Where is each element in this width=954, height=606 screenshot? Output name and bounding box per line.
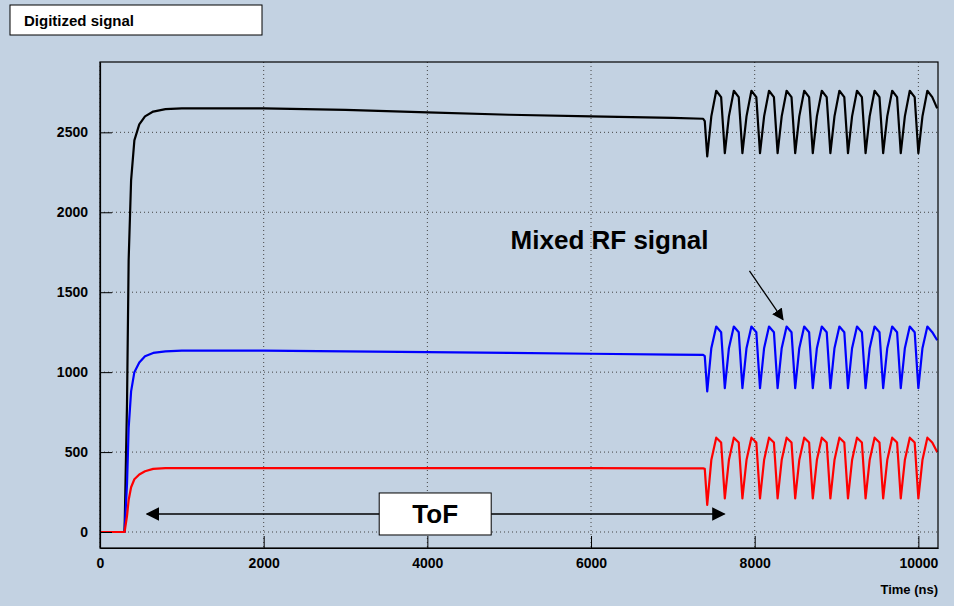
x-grid-line (263, 62, 264, 548)
y-tick-mark (100, 372, 112, 373)
y-tick: 1000 (57, 364, 112, 380)
x-tick-label: 2000 (249, 555, 280, 571)
x-tick: 10000 (899, 536, 938, 571)
signal-line (100, 327, 937, 532)
signal-line (100, 438, 937, 532)
y-grid-line (100, 212, 938, 213)
annotation: Mixed RF signal (511, 225, 709, 255)
x-tick-mark (591, 536, 592, 548)
x-tick-mark (918, 536, 919, 548)
annotation: ToF (412, 499, 458, 529)
plot-frame (100, 62, 938, 548)
y-tick-label: 0 (80, 524, 88, 540)
series-group (100, 91, 937, 532)
y-axis: 0 500 1000 1500 2000 2500 (57, 63, 112, 549)
annotation-arrow (749, 271, 783, 320)
x-tick: 2000 (249, 536, 280, 571)
y-tick-label: 2500 (57, 124, 88, 140)
x-tick-mark (427, 536, 428, 548)
x-tick: 8000 (740, 536, 771, 571)
signal-line (100, 91, 937, 532)
x-tick-label: 0 (97, 555, 105, 571)
grid (100, 62, 938, 548)
y-tick-mark (100, 132, 112, 133)
x-axis-line (101, 548, 939, 549)
annotations: Mixed RF signal ToF (147, 225, 783, 535)
y-tick-mark (100, 452, 112, 453)
y-tick: 2000 (57, 204, 112, 220)
x-tick-label: 10000 (899, 555, 938, 571)
x-grid-line (427, 62, 428, 548)
x-tick-label: 6000 (576, 555, 607, 571)
y-tick-mark (100, 212, 112, 213)
y-axis-line (100, 63, 101, 549)
y-tick-mark (100, 532, 112, 533)
plot: 0 2000 4000 6000 8000 10000 0 500 1000 1500 2000 25… (57, 62, 939, 571)
background (0, 0, 954, 606)
x-tick-label: 8000 (740, 555, 771, 571)
tof-box (379, 493, 491, 535)
y-grid-line (100, 532, 938, 533)
title: Digitized signal (24, 12, 134, 29)
x-axis: 0 2000 4000 6000 8000 10000 (97, 536, 939, 571)
y-grid-line (100, 292, 938, 293)
y-grid-line (100, 452, 938, 453)
y-tick: 2500 (57, 124, 112, 140)
y-tick-label: 2000 (57, 204, 88, 220)
x-grid-line (591, 62, 592, 548)
x-tick: 4000 (412, 536, 443, 571)
x-tick-mark (264, 536, 265, 548)
x-axis-title: Time (ns) (880, 582, 938, 597)
y-tick-label: 1500 (57, 284, 88, 300)
x-tick-label: 4000 (412, 555, 443, 571)
chart: 0 2000 4000 6000 8000 10000 0 500 1000 1500 2000 25… (0, 0, 954, 606)
y-tick-label: 1000 (57, 364, 88, 380)
x-tick-mark (755, 536, 756, 548)
y-tick-mark (100, 292, 112, 293)
y-tick: 500 (65, 444, 112, 460)
y-tick: 0 (80, 524, 112, 540)
x-grid-line (754, 62, 755, 548)
y-tick-label: 500 (65, 444, 89, 460)
y-tick: 1500 (57, 284, 112, 300)
title-box (10, 5, 262, 35)
x-tick: 6000 (576, 536, 607, 571)
